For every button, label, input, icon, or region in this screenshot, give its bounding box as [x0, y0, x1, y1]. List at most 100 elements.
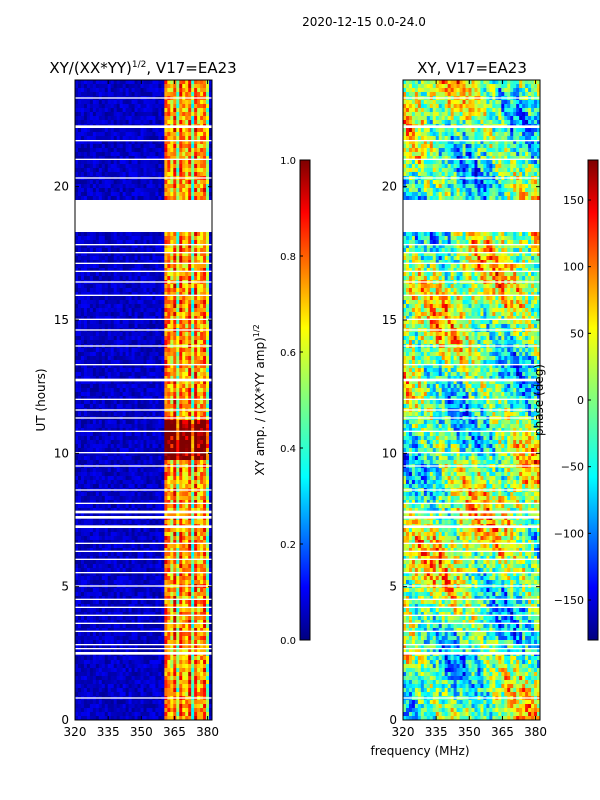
heatmap-cell	[104, 100, 109, 105]
heatmap-cell	[170, 84, 174, 89]
heatmap-cell	[194, 248, 198, 253]
heatmap-cell	[152, 484, 156, 489]
heatmap-cell	[137, 240, 141, 245]
heatmap-cell	[113, 116, 118, 121]
heatmap-cell	[134, 436, 138, 441]
heatmap-cell	[131, 264, 135, 269]
heatmap-cell	[134, 376, 138, 381]
heatmap-cell	[119, 292, 124, 297]
heatmap-cell	[173, 492, 177, 497]
heatmap-cell	[89, 368, 94, 373]
heatmap-cell	[188, 100, 192, 105]
heatmap-cell	[191, 372, 195, 377]
heatmap-cell	[116, 100, 121, 105]
heatmap-cell	[197, 136, 201, 141]
heatmap-cell	[95, 300, 100, 305]
heatmap-cell	[176, 340, 180, 345]
heatmap-cell	[92, 84, 97, 89]
heatmap-cell	[209, 92, 213, 97]
heatmap-cell	[131, 92, 135, 97]
heatmap-cell	[131, 240, 135, 245]
heatmap-cell	[116, 420, 121, 425]
heatmap-cell	[209, 304, 213, 309]
heatmap-cell	[176, 236, 180, 241]
heatmap-cell	[101, 140, 106, 145]
heatmap-cell	[128, 116, 132, 121]
heatmap-cell	[89, 128, 94, 133]
heatmap-cell	[152, 272, 156, 277]
heatmap-cell	[140, 256, 144, 261]
heatmap-cell	[89, 232, 94, 237]
heatmap-cell	[134, 412, 138, 417]
heatmap-cell	[161, 440, 165, 445]
heatmap-cell	[194, 184, 198, 189]
heatmap-cell	[101, 232, 106, 237]
heatmap-cell	[131, 116, 135, 121]
heatmap-cell	[119, 468, 124, 473]
heatmap-cell	[170, 288, 174, 293]
heatmap-cell	[140, 264, 144, 269]
heatmap-cell	[122, 476, 127, 481]
heatmap-cell	[191, 264, 195, 269]
heatmap-cell	[122, 308, 127, 313]
heatmap-cell	[197, 132, 201, 137]
heatmap-cell	[200, 500, 204, 505]
heatmap-cell	[158, 496, 162, 501]
heatmap-cell	[167, 404, 171, 409]
heatmap-cell	[176, 480, 180, 485]
heatmap-cell	[134, 356, 138, 361]
heatmap-cell	[125, 500, 130, 505]
heatmap-cell	[113, 120, 118, 125]
heatmap-cell	[167, 332, 171, 337]
heatmap-cell	[191, 356, 195, 361]
heatmap-cell	[140, 368, 144, 373]
heatmap-cell	[140, 168, 144, 173]
heatmap-cell	[170, 356, 174, 361]
heatmap-cell	[119, 356, 124, 361]
heatmap-cell	[191, 160, 195, 165]
heatmap-cell	[152, 112, 156, 117]
heatmap-cell	[155, 492, 159, 497]
heatmap-cell	[152, 364, 156, 369]
heatmap-cell	[104, 184, 109, 189]
heatmap-cell	[75, 412, 79, 417]
heatmap-cell	[143, 500, 147, 505]
heatmap-cell	[119, 424, 124, 429]
heatmap-cell	[92, 272, 97, 277]
heatmap-cell	[89, 384, 94, 389]
heatmap-cell	[131, 424, 135, 429]
heatmap-cell	[167, 412, 171, 417]
heatmap-cell	[137, 144, 141, 149]
heatmap-cell	[107, 372, 112, 377]
heatmap-cell	[107, 316, 112, 321]
heatmap-cell	[191, 496, 195, 501]
heatmap-cell	[140, 132, 144, 137]
heatmap-cell	[101, 364, 106, 369]
heatmap-cell	[128, 484, 132, 489]
heatmap-cell	[170, 340, 174, 345]
heatmap-cell	[203, 160, 207, 165]
heatmap-cell	[92, 336, 97, 341]
heatmap-cell	[137, 432, 141, 437]
heatmap-cell	[152, 196, 156, 201]
heatmap-cell	[206, 164, 210, 169]
heatmap-cell	[164, 168, 168, 173]
heatmap-cell	[101, 184, 106, 189]
heatmap-cell	[179, 116, 183, 121]
heatmap-cell	[152, 492, 156, 497]
heatmap-cell	[98, 80, 103, 85]
heatmap-cell	[101, 168, 106, 173]
heatmap-cell	[155, 320, 159, 325]
heatmap-cell	[134, 496, 138, 501]
heatmap-cell	[116, 412, 121, 417]
heatmap-cell	[113, 340, 118, 345]
heatmap-cell	[107, 132, 112, 137]
heatmap-cell	[194, 412, 198, 417]
heatmap-cell	[167, 396, 171, 401]
heatmap-cell	[158, 352, 162, 357]
heatmap-cell	[110, 296, 115, 301]
heatmap-cell	[80, 120, 85, 125]
heatmap-cell	[83, 444, 88, 449]
heatmap-cell	[92, 252, 97, 257]
heatmap-cell	[134, 424, 138, 429]
